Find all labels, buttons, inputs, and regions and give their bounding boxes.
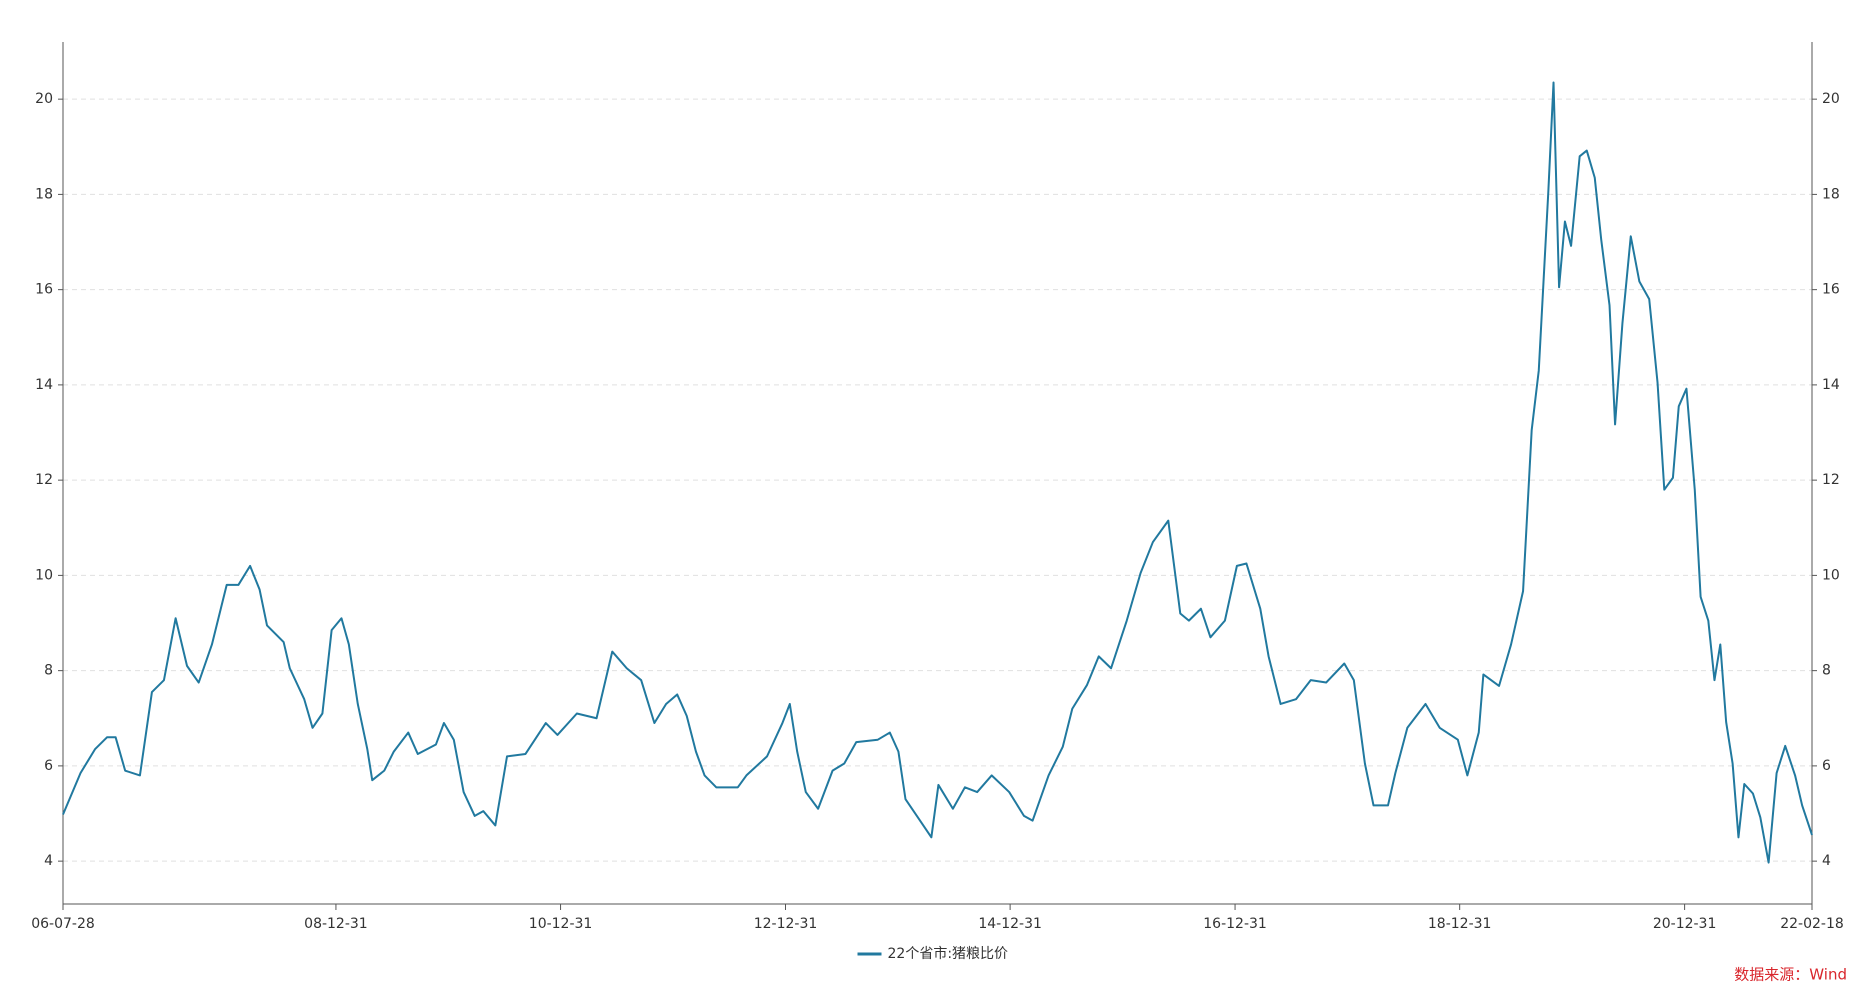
x-tick-label: 06-07-28 <box>31 916 95 932</box>
x-tick-label: 08-12-31 <box>304 916 368 932</box>
y2-tick-label: 16 <box>1822 282 1840 298</box>
x-tick-label: 22-02-18 <box>1780 916 1844 932</box>
y-tick-label: 18 <box>35 186 53 202</box>
x-tick-label: 14-12-31 <box>978 916 1042 932</box>
y-tick-label: 4 <box>44 853 53 869</box>
y-tick-label: 16 <box>35 282 53 298</box>
data-line <box>62 81 1813 864</box>
source-note: 数据来源：Wind <box>1734 966 1847 984</box>
x-tick-label: 20-12-31 <box>1653 916 1717 932</box>
y2-tick-label: 18 <box>1822 186 1840 202</box>
y2-tick-label: 4 <box>1822 853 1831 869</box>
x-tick-label: 12-12-31 <box>754 916 818 932</box>
x-tick-label: 10-12-31 <box>529 916 593 932</box>
y-tick-label: 12 <box>35 472 53 488</box>
y-tick-label: 6 <box>44 758 53 774</box>
y2-tick-label: 12 <box>1822 472 1840 488</box>
y2-tick-label: 10 <box>1822 567 1840 583</box>
x-tick-label: 16-12-31 <box>1203 916 1267 932</box>
y2-tick-label: 6 <box>1822 758 1831 774</box>
y2-tick-label: 20 <box>1822 91 1840 107</box>
y-tick-label: 20 <box>35 91 53 107</box>
y-tick-label: 8 <box>44 663 53 679</box>
x-tick-label: 18-12-31 <box>1428 916 1492 932</box>
y2-tick-label: 8 <box>1822 663 1831 679</box>
y-tick-label: 14 <box>35 377 53 393</box>
legend-label: 22个省市:猪粮比价 <box>888 945 1009 962</box>
y2-tick-label: 14 <box>1822 377 1840 393</box>
y-tick-label: 10 <box>35 567 53 583</box>
